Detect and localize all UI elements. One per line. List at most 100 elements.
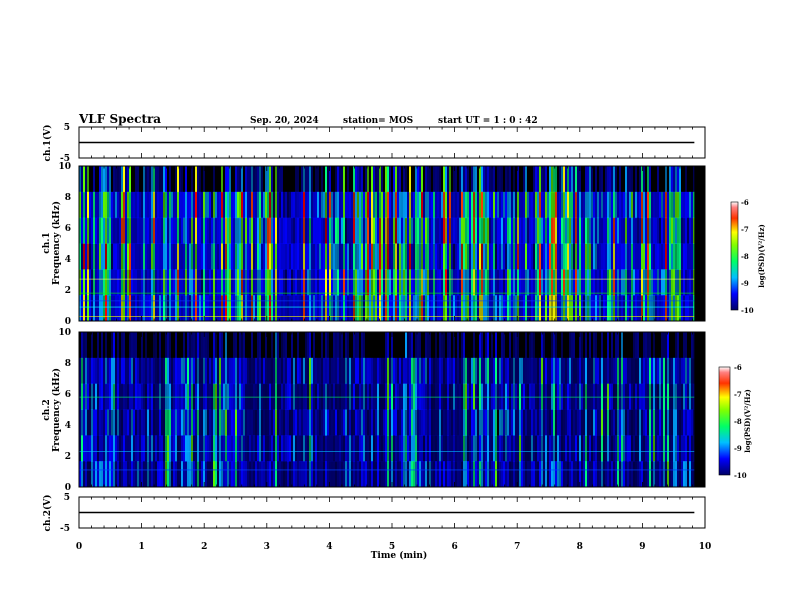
ch2-cell bbox=[505, 357, 507, 385]
ch1-cell bbox=[539, 166, 541, 193]
ch1-cell bbox=[481, 217, 483, 244]
ch1-cell bbox=[683, 243, 685, 270]
ch1-cell bbox=[141, 243, 143, 270]
ch1-cell bbox=[603, 191, 605, 219]
ch2-cell bbox=[327, 435, 329, 462]
ch2-cell bbox=[353, 435, 355, 462]
ch1-cell bbox=[95, 269, 97, 296]
ch2-cell bbox=[635, 357, 637, 385]
ch1-cell bbox=[681, 191, 683, 219]
ch2-cell bbox=[341, 357, 343, 385]
ch1-cell bbox=[273, 191, 275, 219]
ch1-cell bbox=[155, 243, 157, 270]
ch2-cell bbox=[283, 435, 285, 462]
ch1-cell bbox=[175, 269, 177, 296]
ch2-cell bbox=[129, 357, 131, 385]
ch1-cell bbox=[445, 269, 447, 296]
ch2-cell bbox=[487, 435, 489, 462]
ch1-cell bbox=[567, 243, 569, 270]
ch2-cell bbox=[409, 357, 411, 385]
ch1-cell bbox=[361, 243, 363, 270]
ch2-cell bbox=[287, 435, 289, 462]
ch1-cell bbox=[351, 269, 353, 296]
ch1-cell bbox=[255, 217, 257, 244]
ch2-cell bbox=[317, 409, 319, 436]
ch1-cell bbox=[221, 295, 223, 322]
ch1-cell bbox=[657, 191, 659, 219]
ch2-cell bbox=[381, 461, 383, 488]
ch1-cell bbox=[593, 295, 595, 322]
ch1-cell bbox=[87, 269, 89, 296]
ch1-cell bbox=[371, 269, 373, 296]
ch1-cell bbox=[367, 269, 369, 296]
ch1-cell bbox=[105, 191, 107, 219]
ch2-cell bbox=[575, 435, 577, 462]
ch2-cell bbox=[387, 435, 389, 462]
ch1-cell bbox=[693, 217, 695, 244]
ch1-cell bbox=[549, 166, 551, 193]
ch1-cell bbox=[287, 217, 289, 244]
ch1-cell bbox=[551, 217, 553, 244]
ch2-cell bbox=[551, 357, 553, 385]
ch1-cell bbox=[493, 243, 495, 270]
ch2-cell bbox=[667, 435, 669, 462]
ch1-cell bbox=[491, 295, 493, 322]
ch1-cell bbox=[181, 217, 183, 244]
ch2-cell bbox=[259, 332, 261, 359]
ch2-cell bbox=[615, 435, 617, 462]
ch1-cell bbox=[585, 191, 587, 219]
ch1-cell bbox=[625, 269, 627, 296]
ch2-cell bbox=[595, 332, 597, 359]
ch2-cell bbox=[161, 409, 163, 436]
ch1-cell bbox=[257, 166, 259, 193]
ch1-cell bbox=[205, 269, 207, 296]
ch2-cell bbox=[531, 332, 533, 359]
ch1-cell bbox=[221, 269, 223, 296]
ch1-cell bbox=[241, 217, 243, 244]
ch1-cell bbox=[93, 191, 95, 219]
ch1-cell bbox=[251, 295, 253, 322]
ch2-cell bbox=[403, 409, 405, 436]
ch1-cell bbox=[379, 295, 381, 322]
ch1-cell bbox=[615, 269, 617, 296]
ch2-cell bbox=[547, 461, 549, 488]
ch1-cell bbox=[627, 295, 629, 322]
ch1-cell bbox=[589, 191, 591, 219]
ch1-cell bbox=[379, 217, 381, 244]
ch2-cell bbox=[345, 332, 347, 359]
ch1-cell bbox=[637, 217, 639, 244]
ch2-cell bbox=[631, 409, 633, 436]
ch1-cell bbox=[645, 191, 647, 219]
ch1-cell bbox=[399, 295, 401, 322]
ch2-cell bbox=[85, 332, 87, 359]
ch1-cell bbox=[503, 295, 505, 322]
ch2-cell bbox=[355, 461, 357, 488]
ch1-cell bbox=[151, 243, 153, 270]
ch1-cell bbox=[131, 269, 133, 296]
ch1-cell bbox=[569, 166, 571, 193]
ch1-cell bbox=[145, 217, 147, 244]
ch1-cell bbox=[325, 166, 327, 193]
ch2-cell bbox=[129, 461, 131, 488]
ch1-cell bbox=[343, 243, 345, 270]
ch2-cell bbox=[429, 332, 431, 359]
ch2-cell bbox=[121, 435, 123, 462]
ch2-cell bbox=[659, 435, 661, 462]
ch2-cell bbox=[133, 357, 135, 385]
ch1-cell bbox=[321, 269, 323, 296]
ch1-cell bbox=[607, 191, 609, 219]
ch1-cell bbox=[261, 243, 263, 270]
ch1-cell bbox=[491, 191, 493, 219]
ch1-cell bbox=[437, 269, 439, 296]
ch1-cell bbox=[423, 217, 425, 244]
ch2-cell bbox=[675, 435, 677, 462]
ch2-cell bbox=[457, 435, 459, 462]
ch1-cell bbox=[469, 191, 471, 219]
ch1-cell bbox=[603, 295, 605, 322]
ch1-colorbar-tick-m10: -10 bbox=[741, 306, 754, 315]
ch1-cell bbox=[639, 166, 641, 193]
ch1-colorbar-tick-m9: -9 bbox=[741, 279, 749, 288]
ch1-cell bbox=[229, 295, 231, 322]
ch2-cell bbox=[465, 435, 467, 462]
ch1-cell bbox=[229, 269, 231, 296]
